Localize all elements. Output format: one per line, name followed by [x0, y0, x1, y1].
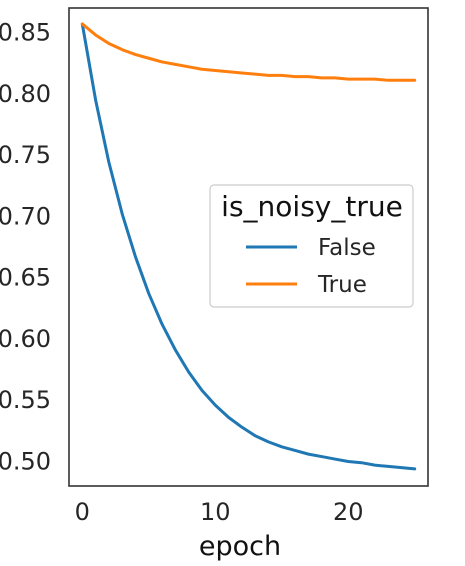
legend-title: is_noisy_true	[221, 190, 403, 223]
y-tick-label: 0.55	[0, 386, 51, 414]
y-tick-label: 0.85	[0, 19, 51, 47]
y-axis: 0.50 0.55 0.60 0.65 0.70 0.75 0.80 0.85	[0, 19, 51, 476]
x-axis-label: epoch	[199, 531, 281, 562]
x-tick-label: 0	[75, 498, 90, 526]
x-tick-label: 20	[333, 498, 364, 526]
legend-label-false: False	[318, 235, 376, 261]
legend-label-true: True	[317, 272, 367, 298]
series-line-true	[80, 22, 417, 82]
y-tick-label: 0.50	[0, 447, 51, 475]
legend-box	[209, 184, 414, 308]
series-line-false	[80, 22, 417, 471]
y-tick-label: 0.60	[0, 325, 51, 353]
y-tick-label: 0.65	[0, 264, 51, 292]
y-tick-label: 0.70	[0, 202, 51, 230]
x-tick-label: 10	[200, 498, 231, 526]
y-tick-label: 0.80	[0, 80, 51, 108]
y-tick-label: 0.75	[0, 141, 51, 169]
legend: is_noisy_true False True	[209, 184, 414, 308]
series-layer	[80, 22, 417, 471]
x-axis: 0 10 20	[75, 498, 364, 526]
